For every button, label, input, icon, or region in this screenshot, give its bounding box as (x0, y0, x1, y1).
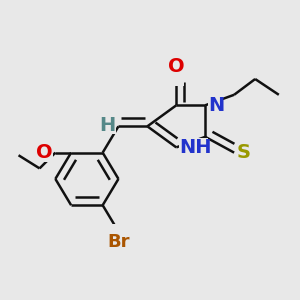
FancyBboxPatch shape (179, 138, 208, 157)
Text: O: O (36, 143, 53, 162)
FancyBboxPatch shape (208, 96, 222, 115)
FancyBboxPatch shape (169, 67, 184, 86)
FancyBboxPatch shape (104, 224, 133, 242)
Text: Br: Br (107, 233, 130, 251)
FancyBboxPatch shape (237, 143, 251, 162)
Text: S: S (237, 143, 251, 162)
Text: NH: NH (179, 138, 211, 157)
Text: N: N (208, 96, 224, 115)
FancyBboxPatch shape (101, 116, 116, 134)
FancyBboxPatch shape (38, 143, 53, 162)
Text: H: H (100, 116, 116, 134)
Text: O: O (168, 57, 184, 76)
